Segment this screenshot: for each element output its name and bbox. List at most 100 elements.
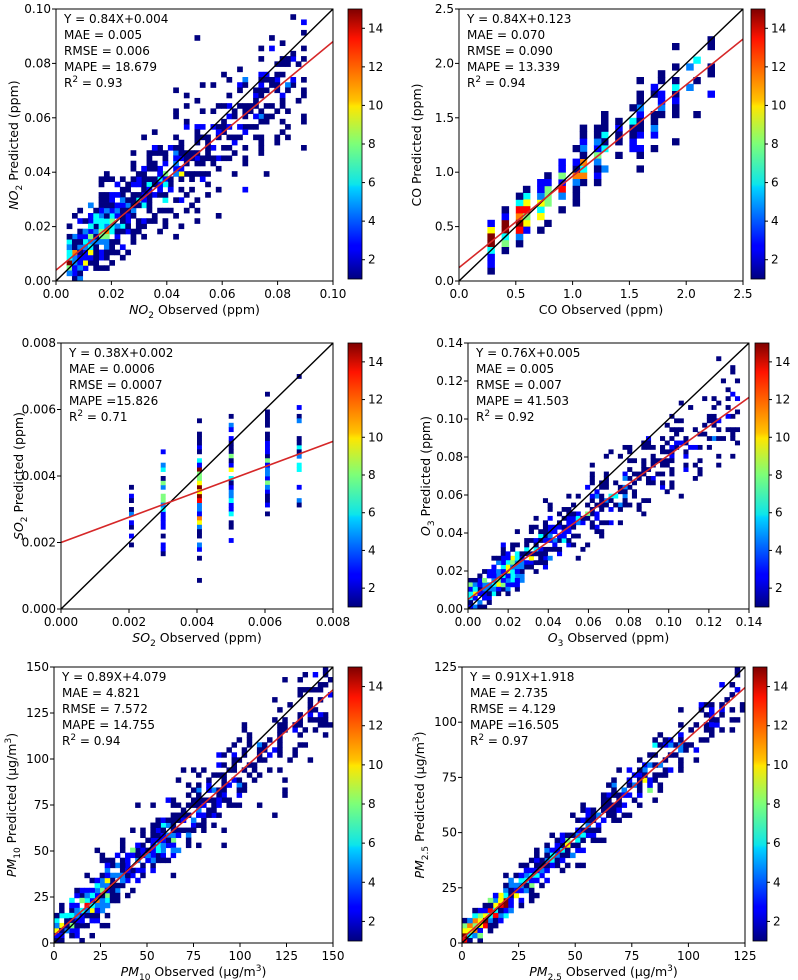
density-bin bbox=[104, 892, 111, 899]
density-bin bbox=[554, 862, 561, 869]
density-bin bbox=[173, 155, 179, 162]
density-bin bbox=[627, 444, 633, 450]
density-bin bbox=[160, 480, 166, 486]
density-bin bbox=[730, 453, 736, 459]
density-bin bbox=[199, 160, 206, 167]
density-bin bbox=[621, 802, 628, 808]
density-bin bbox=[636, 502, 642, 508]
identity-line bbox=[468, 343, 749, 609]
colorbar-tick-label: 2 bbox=[368, 253, 376, 267]
density-bin bbox=[77, 270, 84, 277]
density-bin bbox=[683, 436, 689, 441]
density-bin bbox=[312, 717, 319, 723]
density-bin bbox=[549, 832, 556, 839]
density-bin bbox=[256, 802, 263, 808]
density-bin bbox=[206, 782, 212, 788]
x-axis-label: NO2 Observed (ppm) bbox=[129, 302, 260, 321]
density-bin bbox=[487, 927, 494, 934]
density-bin bbox=[82, 228, 89, 235]
density-bin bbox=[109, 207, 115, 214]
density-bin bbox=[579, 179, 588, 187]
density-bin bbox=[719, 712, 725, 718]
density-bin bbox=[114, 882, 121, 889]
density-bin bbox=[64, 912, 70, 919]
density-bin bbox=[93, 265, 100, 271]
density-bin bbox=[579, 124, 588, 132]
y-tick-label: 0.06 bbox=[24, 111, 51, 125]
colorbar-tick-label: 2 bbox=[368, 581, 376, 595]
density-bin bbox=[593, 131, 602, 139]
density-bin bbox=[683, 453, 689, 459]
density-bin bbox=[301, 113, 307, 120]
density-bin bbox=[77, 239, 84, 245]
density-bin bbox=[698, 702, 705, 708]
density-bin bbox=[556, 533, 563, 539]
density-bin bbox=[566, 538, 572, 543]
density-bin bbox=[603, 453, 609, 459]
density-bin bbox=[119, 254, 126, 261]
density-bin bbox=[157, 150, 163, 156]
density-bin bbox=[130, 852, 136, 859]
y-tick-label: 150 bbox=[26, 660, 49, 674]
density-bin bbox=[528, 524, 534, 530]
density-bin bbox=[236, 737, 243, 743]
density-bin bbox=[533, 551, 539, 557]
density-bin bbox=[228, 484, 234, 490]
density-bin bbox=[272, 717, 278, 723]
density-bin bbox=[468, 586, 474, 592]
density-bin bbox=[258, 150, 265, 156]
density-bin bbox=[322, 717, 329, 723]
density-bin bbox=[544, 179, 552, 187]
density-bin bbox=[216, 772, 222, 778]
density-bin bbox=[140, 827, 146, 833]
density-bin bbox=[93, 244, 100, 251]
density-bin bbox=[708, 717, 715, 723]
density-bin bbox=[157, 192, 163, 198]
density-bin bbox=[263, 103, 270, 109]
density-bin bbox=[277, 707, 283, 713]
density-bin bbox=[617, 502, 623, 508]
y-tick-label: 0.0 bbox=[435, 274, 454, 288]
density-bin bbox=[650, 124, 659, 132]
density-bin bbox=[636, 90, 644, 98]
density-bin bbox=[542, 560, 549, 566]
density-bin bbox=[141, 181, 147, 188]
density-bin bbox=[657, 104, 666, 112]
stats-line: MAE = 0.005 bbox=[64, 28, 142, 42]
density-bin bbox=[194, 155, 201, 162]
x-tick-label: 0.10 bbox=[655, 615, 682, 629]
density-bin bbox=[228, 444, 234, 450]
density-bin bbox=[594, 524, 600, 530]
density-bin bbox=[556, 546, 563, 552]
density-bin bbox=[487, 233, 495, 241]
density-bin bbox=[542, 524, 549, 530]
density-bin bbox=[589, 480, 595, 486]
density-bin bbox=[197, 476, 202, 481]
density-bin bbox=[160, 857, 166, 864]
density-bin bbox=[301, 45, 307, 52]
colorbar-tick-label: 6 bbox=[368, 176, 376, 190]
y-tick-label: 0.004 bbox=[22, 469, 56, 483]
x-tick-label: 0.004 bbox=[180, 615, 214, 629]
density-bin bbox=[141, 134, 147, 141]
density-bin bbox=[201, 797, 207, 803]
density-bin bbox=[215, 103, 222, 109]
density-bin bbox=[150, 867, 156, 874]
density-bin bbox=[477, 577, 483, 583]
density-bin bbox=[226, 77, 233, 83]
density-bin bbox=[71, 213, 78, 219]
colorbar-tick-label: 14 bbox=[771, 21, 786, 35]
density-bin bbox=[627, 484, 633, 490]
density-bin bbox=[626, 812, 633, 818]
density-bin bbox=[98, 254, 105, 261]
density-bin bbox=[564, 847, 571, 854]
density-bin bbox=[498, 907, 504, 914]
density-bin bbox=[678, 767, 684, 773]
density-bin bbox=[160, 484, 166, 490]
density-bin bbox=[162, 192, 169, 198]
density-bin bbox=[522, 199, 531, 207]
density-bin bbox=[467, 922, 473, 929]
density-bin bbox=[487, 917, 494, 924]
density-bin bbox=[544, 842, 550, 849]
density-bin bbox=[167, 186, 174, 193]
